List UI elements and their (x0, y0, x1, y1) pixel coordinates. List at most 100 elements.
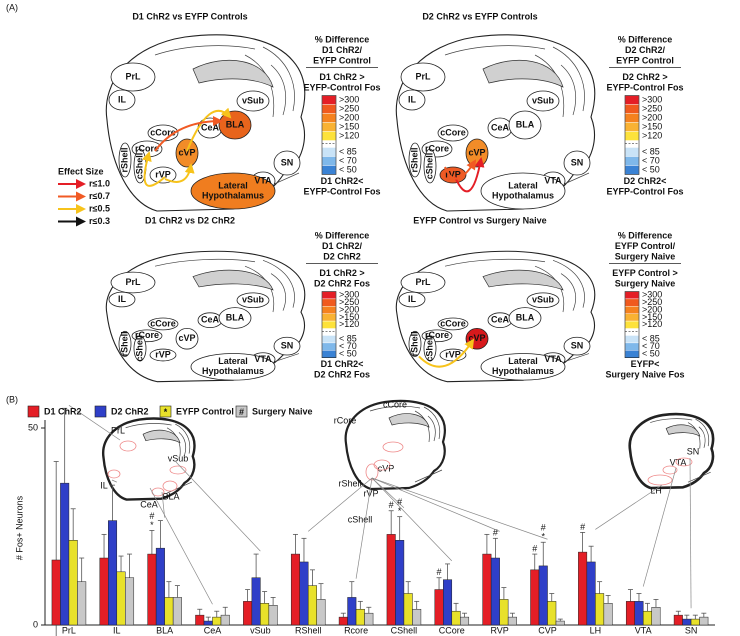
connectivity-arrow (444, 159, 477, 180)
scale-label: < 85 (339, 146, 357, 156)
scale-label: < 50 (642, 348, 660, 358)
scale-swatch (321, 113, 337, 123)
inset-label: rVP (363, 488, 378, 498)
bar (68, 540, 78, 626)
connector-line (149, 487, 213, 605)
brain-region (148, 318, 178, 330)
inset-region (382, 441, 404, 453)
brain-region (274, 151, 300, 175)
brain-region (176, 328, 198, 349)
region-label: Hypothalamus (202, 190, 264, 200)
legend-symbol: * (164, 407, 168, 417)
connector-line (689, 457, 692, 609)
x-tick-label: CeA (204, 625, 222, 635)
bar (482, 553, 492, 626)
scale-label: < 50 (642, 164, 660, 174)
region-label: CeA (201, 315, 220, 325)
legend-text: EYFP-Control Fos (607, 82, 684, 92)
bar (395, 540, 405, 626)
x-tick-label: BLA (156, 625, 173, 635)
brain-region (191, 354, 275, 381)
brain-region (438, 125, 468, 141)
brain-region (399, 90, 425, 110)
connector-line (371, 477, 500, 532)
significance-marker: # (541, 523, 546, 533)
bar (490, 557, 500, 626)
legend-title: EYFP Control (313, 55, 371, 65)
scale-label: >120 (339, 319, 359, 329)
bar (403, 593, 413, 626)
legend-text: D1 ChR2 > (319, 268, 364, 278)
region-label: CeA (491, 315, 510, 325)
legend-text: Surgery Naive (615, 278, 676, 288)
bar (243, 601, 253, 626)
brain-region (219, 308, 251, 329)
bar (386, 534, 396, 626)
region-label: rCore (135, 330, 159, 340)
brain-region (119, 331, 131, 356)
scale-swatch (624, 335, 640, 344)
region-label: SN (571, 157, 584, 167)
legend-swatch (235, 405, 248, 418)
connectivity-arrow (418, 338, 475, 368)
x-tick-label: PrL (62, 625, 76, 635)
legend-title: Surgery Naive (615, 251, 676, 261)
scale-swatch (624, 291, 640, 300)
brain-region (409, 331, 421, 356)
legend-label: D2 ChR2 (111, 406, 149, 416)
bar (507, 616, 517, 626)
legend-title: % Difference (618, 34, 673, 44)
region-label: vSub (242, 95, 265, 105)
bar (307, 585, 317, 626)
scale-label: >150 (642, 121, 662, 131)
region-label: PrL (415, 71, 431, 81)
scale-label: < 85 (339, 334, 357, 344)
hippocampus (143, 430, 180, 442)
region-label: rShell (119, 331, 129, 356)
hippocampus (666, 425, 700, 436)
region-label: cShell (134, 335, 144, 362)
scale-swatch (624, 113, 640, 123)
scale-swatch (321, 320, 337, 329)
connector-line (595, 484, 663, 530)
region-label: IL (118, 294, 127, 304)
x-tick-label: CCore (439, 625, 465, 635)
legend-text: EYFP Control > (612, 268, 678, 278)
region-label: PrL (125, 277, 141, 287)
legend-text: D2 ChR2 > (622, 72, 667, 82)
region-label: cCore (440, 318, 466, 328)
region-label: cVP (178, 333, 195, 343)
legend-text: D2 ChR2 Fos (314, 370, 370, 380)
legend-label: D1 ChR2 (44, 406, 82, 416)
scale-label: >250 (339, 103, 359, 113)
legend-text: D1 ChR2 > (319, 72, 364, 82)
legend-label: EYFP Control (176, 406, 234, 416)
brain-region (401, 63, 445, 91)
bar (355, 608, 365, 626)
legend-title: D1 ChR2/ (322, 241, 363, 251)
scale-swatch (321, 122, 337, 132)
connector-line (371, 477, 548, 540)
bar (290, 553, 300, 626)
scale-label: >250 (339, 297, 359, 307)
connector-line (307, 477, 373, 532)
scale-swatch (321, 306, 337, 314)
map-title: D2 ChR2 vs EYFP Controls (422, 11, 537, 21)
region-label: IL (408, 294, 417, 304)
brain-region (424, 336, 436, 361)
connectivity-arrow (142, 151, 166, 187)
region-label: rVP (155, 349, 171, 359)
region-label: cVP (178, 147, 195, 157)
brain-region (150, 167, 176, 183)
scale-swatch (321, 350, 337, 358)
scale-frame (624, 95, 640, 175)
region-label: rCore (425, 330, 449, 340)
scale-swatch (321, 313, 337, 322)
bar (651, 607, 661, 626)
inset-label: VTA (670, 457, 687, 467)
scale-frame (321, 291, 337, 358)
scale-label: < 50 (339, 348, 357, 358)
bar (690, 618, 700, 626)
scale-swatch (624, 165, 640, 175)
